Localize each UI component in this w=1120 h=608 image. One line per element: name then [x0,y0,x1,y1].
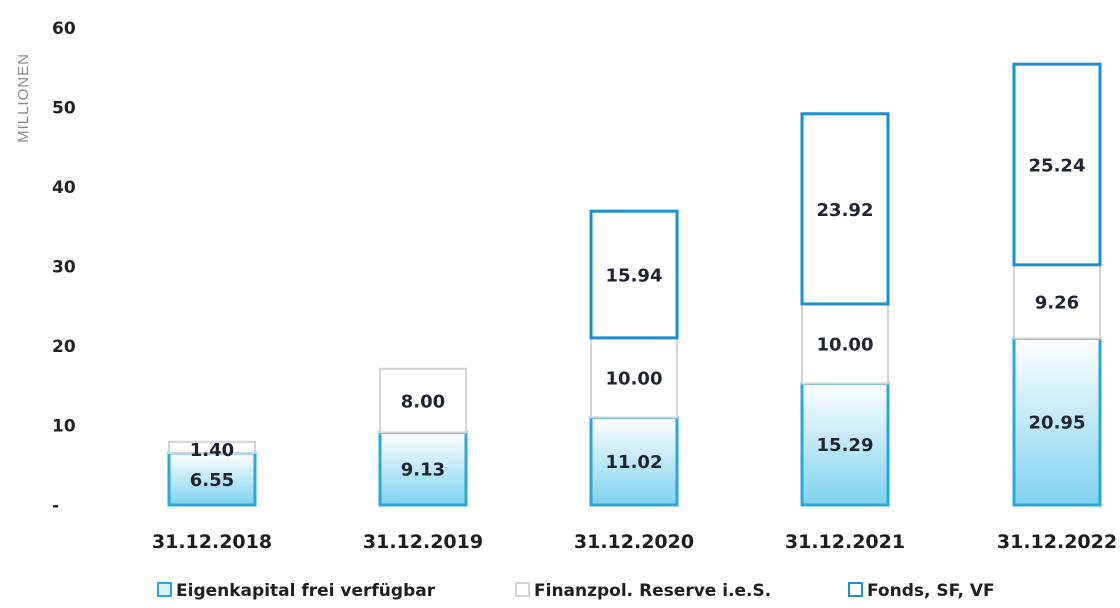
legend-item-eigenkapital: Eigenkapital frei verfügbar [157,581,436,601]
y-tick-label: 40 [52,178,76,198]
legend-item-fonds: Fonds, SF, VF [848,581,995,601]
bar-segment-finanzpol-reserve [801,302,889,385]
legend-swatch [157,582,172,597]
legend: Eigenkapital frei verfügbar Finanzpol. Re… [157,581,995,601]
bar-segment-eigenkapital [167,451,257,507]
data-label: 15.29 [817,435,874,456]
y-axis-title: MILLIONEN [15,53,32,143]
bar-segment-finanzpol-reserve [379,367,467,434]
legend-label: Finanzpol. Reserve i.e.S. [534,581,771,601]
data-label: 9.26 [1035,293,1079,314]
bar-segment-finanzpol-reserve [1013,263,1101,340]
y-tick-label: 20 [52,337,76,357]
bar-segment-fonds [589,209,679,340]
bar-segment-eigenkapital [589,415,679,507]
y-tick-label: 60 [52,19,76,39]
x-category-label: 31.12.2022 [997,531,1117,553]
bar-segment-fonds [1012,62,1102,267]
y-tick-label: 50 [52,99,76,119]
data-label: 15.94 [606,266,663,287]
x-category-label: 31.12.2021 [785,531,905,553]
y-tick-label: - [52,496,59,516]
y-tick-label: 30 [52,258,76,278]
x-axis-category-labels: 31.12.2018 31.12.2019 31.12.2020 31.12.2021… [152,531,1117,553]
legend-label: Fonds, SF, VF [867,581,995,601]
bar-segment-finanzpol-reserve [168,440,256,454]
data-label: 25.24 [1029,156,1086,177]
x-category-label: 31.12.2020 [574,531,694,553]
bars [167,62,1102,507]
legend-label: Eigenkapital frei verfügbar [176,581,436,601]
data-label: 20.95 [1029,413,1086,434]
bar-segment-eigenkapital [800,381,890,507]
legend-item-finanzpol-reserve: Finanzpol. Reserve i.e.S. [515,581,771,601]
data-label: 10.00 [817,335,874,356]
y-axis-tick-labels: - 10 20 30 40 50 60 [52,19,76,516]
legend-swatch [848,582,863,597]
data-label: 1.40 [190,440,234,461]
data-label: 9.13 [401,460,445,481]
data-label: 23.92 [817,200,874,221]
x-category-label: 31.12.2019 [363,531,483,553]
data-labels: 6.55 1.40 9.13 8.00 11.02 10.00 15.94 15.29 10.0… [190,156,1086,491]
x-category-label: 31.12.2018 [152,531,272,553]
bar-segment-fonds [800,112,890,306]
data-label: 6.55 [190,470,234,491]
data-label: 11.02 [606,452,663,473]
y-axis-title-group: MILLIONEN [15,53,32,143]
data-label: 10.00 [606,369,663,390]
legend-swatch [515,582,530,597]
data-label: 8.00 [401,392,445,413]
y-tick-label: 10 [52,417,76,437]
